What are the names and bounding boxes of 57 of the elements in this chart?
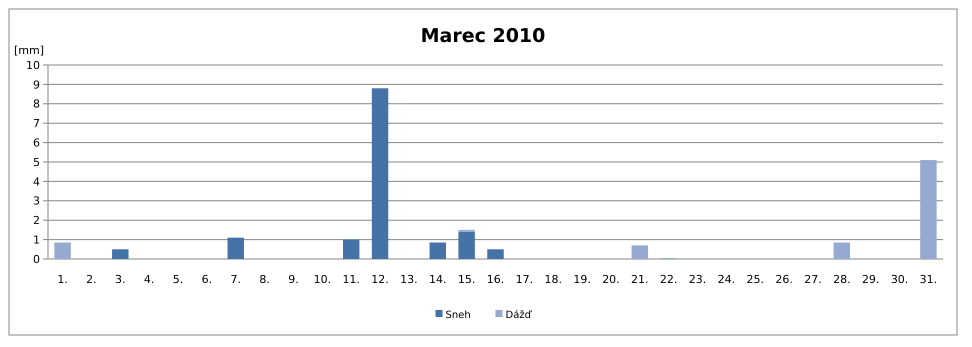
bar — [920, 160, 937, 259]
x-tick-label: 9. — [288, 273, 299, 286]
legend-label: Dážď — [506, 310, 533, 321]
x-tick-label: 28. — [833, 273, 851, 286]
x-tick-label: 22. — [660, 273, 678, 286]
y-tick-label: 4 — [33, 175, 40, 188]
x-tick-label: 15. — [458, 273, 476, 286]
y-tick-label: 8 — [33, 98, 40, 111]
y-tick-label: 7 — [33, 117, 40, 130]
x-tick-label: 12. — [371, 273, 389, 286]
x-tick-label: 26. — [775, 273, 793, 286]
x-tick-label: 17. — [516, 273, 534, 286]
x-tick-label: 31. — [920, 273, 938, 286]
bar — [112, 249, 129, 259]
x-tick-label: 16. — [486, 273, 504, 286]
x-tick-label: 14. — [429, 273, 447, 286]
bar — [54, 242, 71, 259]
y-tick-label: 9 — [33, 78, 40, 92]
legend-label: Sneh — [446, 310, 471, 321]
bar — [632, 245, 648, 259]
x-tick-label: 19. — [573, 273, 591, 286]
chart-title: Marec 2010 — [420, 25, 546, 47]
bar — [487, 249, 504, 259]
x-tick-label: 8. — [259, 273, 270, 286]
bar — [430, 242, 446, 259]
y-tick-label: 3 — [33, 194, 40, 208]
x-tick-label: 30. — [890, 273, 908, 286]
x-tick-label: 2. — [86, 273, 97, 286]
y-axis-title: [mm] — [14, 44, 44, 57]
x-tick-label: 10. — [314, 273, 332, 286]
y-tick-label: 6 — [33, 136, 40, 150]
x-tick-label: 29. — [862, 273, 880, 286]
x-tick-label: 13. — [400, 273, 418, 286]
bar — [228, 238, 244, 259]
x-tick-label: 21. — [631, 273, 649, 286]
y-tick-label: 0 — [33, 252, 40, 266]
x-tick-label: 25. — [746, 273, 764, 286]
x-tick-label: 27. — [804, 273, 822, 286]
y-tick-label: 10 — [26, 58, 40, 72]
bar — [834, 242, 850, 259]
x-tick-label: 4. — [144, 273, 154, 286]
x-tick-label: 18. — [544, 273, 562, 286]
y-tick-label: 2 — [33, 214, 40, 228]
x-tick-label: 20. — [602, 273, 620, 286]
y-tick-label: 1 — [33, 233, 40, 246]
x-tick-label: 11. — [342, 273, 360, 286]
y-tick-label: 5 — [33, 156, 40, 169]
bar — [372, 88, 388, 259]
x-tick-label: 6. — [202, 273, 212, 286]
bar — [342, 240, 360, 259]
x-tick-label: 1. — [57, 273, 68, 286]
bar — [458, 232, 475, 259]
x-tick-label: 7. — [230, 273, 241, 286]
x-tick-label: 5. — [172, 273, 184, 286]
x-tick-label: 3. — [115, 273, 126, 286]
x-tick-label: 24. — [718, 273, 736, 286]
x-tick-label: 23. — [688, 273, 706, 286]
